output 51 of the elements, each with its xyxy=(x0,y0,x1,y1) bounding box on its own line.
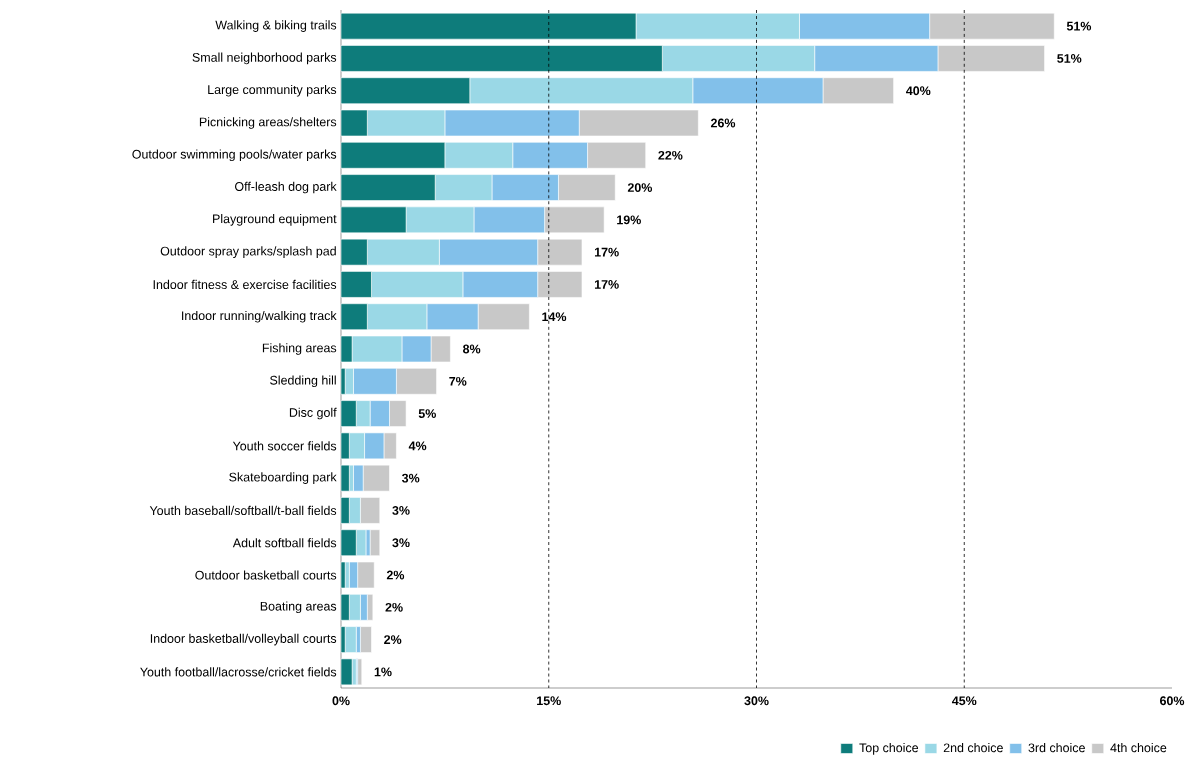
y-tick-label: Picnicking areas/shelters xyxy=(199,117,337,129)
y-tick-label: Outdoor spray parks/splash pad xyxy=(160,246,336,258)
y-tick-label: Youth football/lacrosse/cricket fields xyxy=(140,667,337,677)
total-label: 40% xyxy=(906,86,931,96)
total-label: 19% xyxy=(617,215,641,225)
y-tick-label: Fishing areas xyxy=(262,343,337,355)
y-tick-label: Skateboarding park xyxy=(229,472,337,484)
x-tick-label: 0% xyxy=(332,696,350,706)
legend-label: 3rd choice xyxy=(1028,743,1085,753)
y-tick-label: Walking & biking trails xyxy=(215,20,337,32)
total-label: 8% xyxy=(463,344,481,354)
y-tick-label: Youth soccer fields xyxy=(232,441,337,451)
y-tick-label: Large community parks xyxy=(208,84,337,97)
legend-label: Top choice xyxy=(859,743,919,755)
total-label: 2% xyxy=(386,570,405,580)
total-label: 51% xyxy=(1057,54,1082,63)
y-tick-label: Youth baseball/softball/t-ball fields xyxy=(149,505,337,516)
y-tick-label: Outdoor basketball courts xyxy=(195,570,337,580)
total-label: 14% xyxy=(542,312,567,322)
y-tick-label: Disc golf xyxy=(289,407,337,420)
x-tick-label: 15% xyxy=(537,696,561,706)
x-tick-label: 30% xyxy=(744,696,769,706)
total-label: 1% xyxy=(374,667,392,677)
y-tick-label: Outdoor swimming pools/water parks xyxy=(132,149,337,162)
y-tick-label: Off-leash dog park xyxy=(235,181,337,194)
legend-label: 2nd choice xyxy=(943,743,1003,753)
x-tick-label: 60% xyxy=(1160,696,1185,706)
total-label: 3% xyxy=(392,506,410,515)
total-label: 7% xyxy=(449,376,467,386)
total-label: 2% xyxy=(385,602,403,612)
total-label: 20% xyxy=(627,183,653,192)
total-label: 17% xyxy=(594,280,619,289)
total-label: 5% xyxy=(418,409,436,418)
total-label: 3% xyxy=(401,473,420,483)
total-label: 51% xyxy=(1066,21,1092,31)
y-tick-label: Indoor fitness & exercise facilities xyxy=(153,279,337,290)
legend-label: 4th choice xyxy=(1110,743,1167,753)
total-label: 26% xyxy=(710,118,736,128)
total-label: 22% xyxy=(658,150,683,160)
total-label: 4% xyxy=(408,441,427,451)
y-tick-label: Adult softball fields xyxy=(232,538,337,548)
y-tick-label: Indoor basketball/volleyball courts xyxy=(150,633,337,646)
y-tick-label: Small neighborhood parks xyxy=(192,52,337,65)
x-tick-label: 45% xyxy=(951,696,977,706)
total-label: 17% xyxy=(594,247,619,257)
total-label: 2% xyxy=(384,635,402,644)
y-tick-label: Playground equipment xyxy=(213,214,337,226)
y-tick-label: Indoor running/walking track xyxy=(182,310,337,323)
y-tick-label: Sledding hill xyxy=(270,375,336,388)
total-label: 3% xyxy=(392,538,410,548)
y-tick-label: Boating areas xyxy=(260,601,337,614)
